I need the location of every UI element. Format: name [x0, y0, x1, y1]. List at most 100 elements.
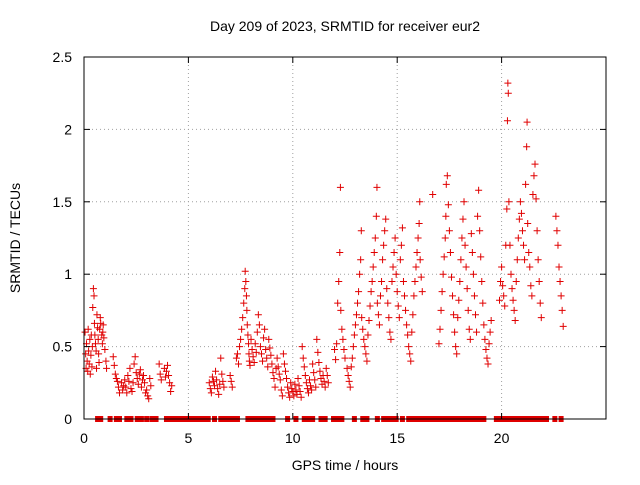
data-point-plus: [341, 354, 349, 362]
data-point-plus: [243, 321, 251, 329]
data-point-plus: [124, 372, 132, 380]
data-point-plus: [507, 270, 515, 278]
data-point-plus: [523, 118, 531, 126]
data-point-plus: [522, 180, 530, 188]
data-point-plus: [363, 357, 371, 365]
data-point-plus: [336, 248, 344, 256]
data-point-plus: [504, 79, 512, 87]
data-point-plus: [402, 306, 410, 314]
data-point-plus: [285, 389, 293, 397]
data-point-plus: [167, 387, 175, 395]
data-point-plus: [122, 383, 130, 391]
data-point-plus: [293, 390, 301, 398]
data-point-plus: [259, 357, 267, 365]
data-point-plus: [478, 277, 486, 285]
y-tick-label: 2.5: [53, 49, 73, 65]
data-point-plus: [284, 383, 292, 391]
data-point-plus: [354, 299, 362, 307]
data-point-plus: [113, 377, 121, 385]
data-point-plus: [499, 282, 507, 290]
data-point-plus: [552, 212, 560, 220]
data-point-plus: [250, 359, 258, 367]
data-point-plus: [228, 383, 236, 391]
data-point-plus: [91, 340, 99, 348]
data-point-plus: [102, 357, 110, 365]
data-point-plus: [294, 374, 302, 382]
data-point-plus: [261, 325, 269, 333]
data-point-plus: [503, 205, 511, 213]
data-point-plus: [415, 220, 423, 228]
data-point-plus: [385, 314, 393, 322]
data-point-plus: [337, 306, 345, 314]
data-point-plus: [349, 343, 357, 351]
data-point-plus: [322, 364, 330, 372]
data-point-plus: [389, 263, 397, 271]
data-point-plus: [236, 343, 244, 351]
data-point-plus: [109, 353, 117, 361]
data-point-plus: [275, 370, 283, 378]
data-point-plus: [509, 296, 517, 304]
data-point-plus: [233, 350, 241, 358]
data-point-plus: [292, 386, 300, 394]
data-point-plus: [381, 227, 389, 235]
data-point-plus: [442, 212, 450, 220]
data-point-plus: [255, 321, 263, 329]
data-point-plus: [206, 385, 214, 393]
data-point-plus: [463, 285, 471, 293]
axis-ticks: 0 0.5 1 1.5 2 2.5 0 5 10 15 20: [53, 49, 606, 446]
data-point-plus: [452, 343, 460, 351]
data-point-plus: [308, 386, 316, 394]
data-point-plus: [156, 370, 164, 378]
data-point-plus: [126, 364, 134, 372]
data-point-plus: [291, 380, 299, 388]
data-point-plus: [514, 234, 522, 242]
data-point-plus: [89, 304, 97, 312]
data-point-plus: [247, 335, 255, 343]
data-point-plus: [86, 335, 94, 343]
data-point-plus: [111, 370, 119, 378]
data-point-plus: [383, 285, 391, 293]
data-point-plus: [132, 369, 140, 377]
data-point-plus: [496, 296, 504, 304]
data-point-plus: [125, 377, 133, 385]
data-point-plus: [283, 374, 291, 382]
data-point-plus: [303, 385, 311, 393]
data-point-plus: [477, 253, 485, 261]
data-point-plus: [482, 345, 490, 353]
data-point-plus: [379, 256, 387, 264]
data-point-plus: [515, 215, 523, 223]
data-point-plus: [93, 311, 101, 319]
data-point-plus: [320, 377, 328, 385]
data-point-plus: [506, 241, 514, 249]
data-point-plus: [95, 359, 103, 367]
data-point-plus: [88, 343, 96, 351]
data-point-plus: [240, 299, 248, 307]
data-point-plus: [500, 292, 508, 300]
data-point-plus: [147, 382, 155, 390]
data-point-plus: [297, 393, 305, 401]
data-point-plus: [99, 321, 107, 329]
data-point-plus: [472, 311, 479, 319]
data-point-plus: [356, 270, 364, 278]
data-point-plus: [95, 350, 103, 358]
data-point-plus: [347, 363, 355, 371]
data-point-plus: [536, 299, 544, 307]
data-point-plus: [357, 227, 365, 235]
data-point-plus: [559, 322, 567, 330]
data-point-plus: [112, 374, 120, 382]
data-point-plus: [313, 335, 321, 343]
data-point-plus: [90, 292, 98, 300]
data-point-plus: [164, 361, 172, 369]
data-point-plus: [528, 292, 536, 300]
data-point-plus: [405, 343, 413, 351]
data-point-plus: [527, 282, 535, 290]
data-point-plus: [241, 267, 249, 275]
data-point-plus: [487, 317, 495, 325]
data-point-plus: [134, 380, 142, 388]
data-point-plus: [332, 356, 340, 364]
data-point-plus: [475, 186, 483, 194]
data-point-plus: [537, 314, 545, 322]
data-point-plus: [513, 256, 521, 264]
data-point-plus: [503, 117, 511, 125]
data-point-plus: [145, 395, 153, 403]
